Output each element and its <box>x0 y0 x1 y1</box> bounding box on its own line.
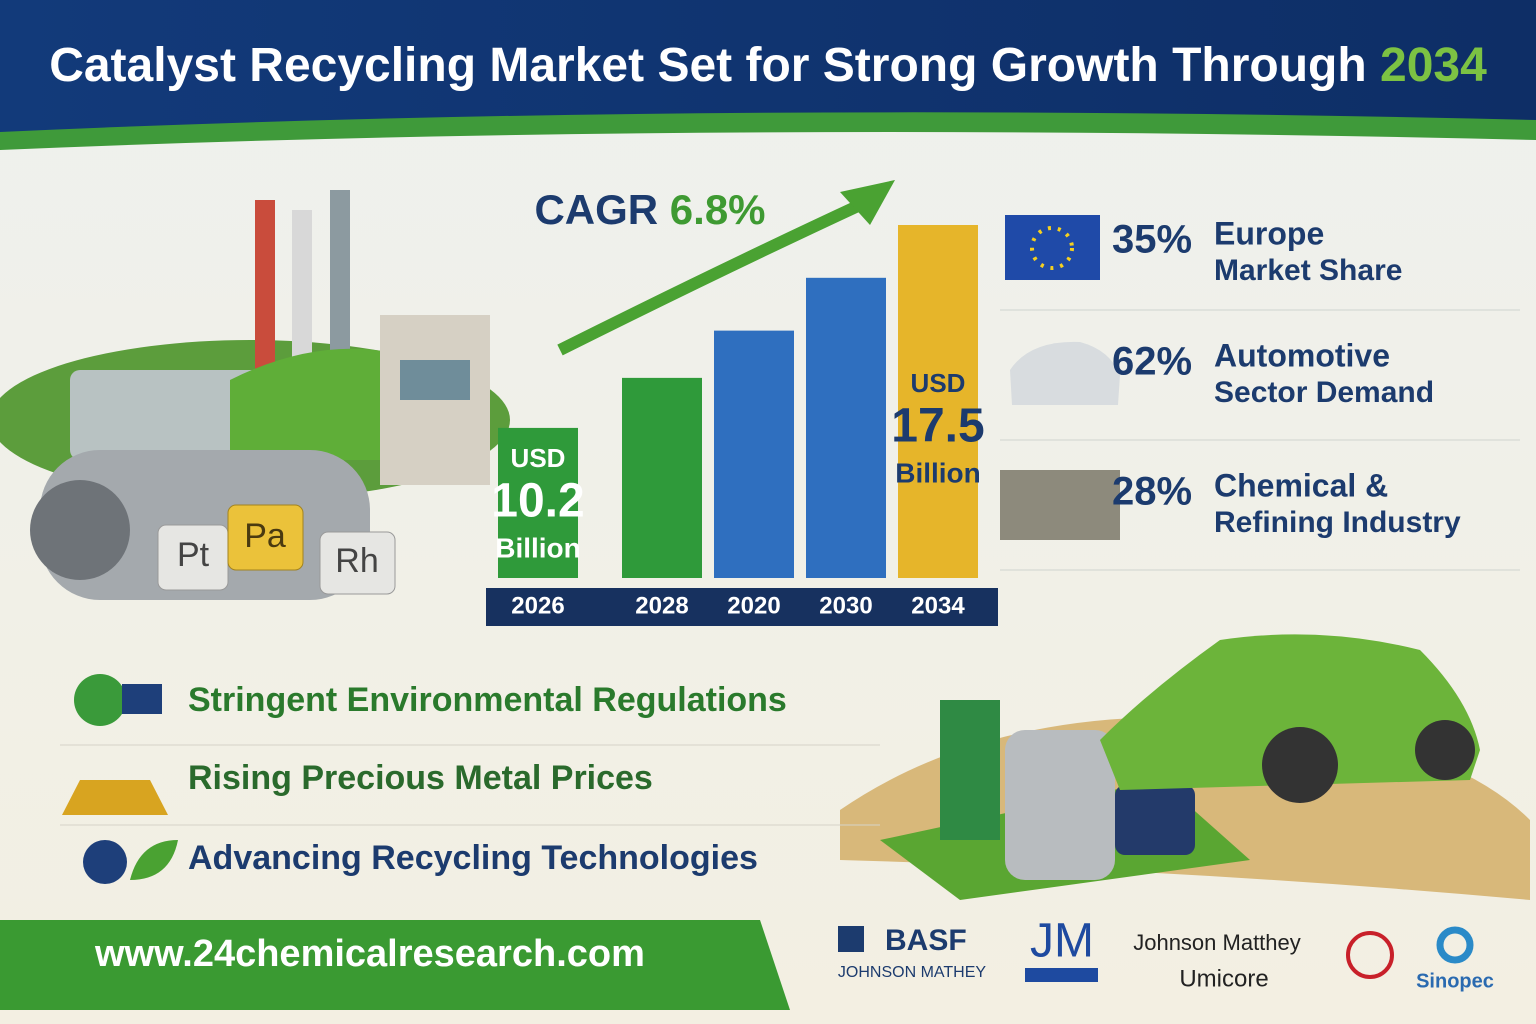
driver-text: Advancing Recycling Technologies <box>188 839 758 877</box>
cagr-label: CAGR <box>534 186 658 233</box>
cagr-value: 6.8% <box>670 186 766 233</box>
growth-arrow <box>557 199 863 356</box>
basf-mark <box>838 926 864 952</box>
year-strip <box>486 588 998 626</box>
value-label: 17.5 <box>891 400 984 453</box>
value-label: 10.2 <box>491 475 584 528</box>
bar <box>806 277 886 578</box>
header-band <box>0 0 1536 132</box>
title: Catalyst Recycling Market Set for Strong… <box>49 39 1487 92</box>
stat-label: Automotive <box>1214 337 1390 373</box>
stat-sub: Sector Demand <box>1214 376 1434 409</box>
logo-text: JOHNSON MATHEY <box>838 964 986 981</box>
header-stripe <box>0 112 1536 150</box>
globe-icon <box>74 674 126 726</box>
footer-band <box>0 920 790 1010</box>
value-prefix: USD <box>511 443 566 473</box>
gold-icon <box>62 780 168 815</box>
car-icon <box>1010 341 1120 405</box>
stat-label: Chemical & <box>1214 467 1388 503</box>
bar <box>498 427 578 578</box>
x-tick-label: 2020 <box>727 592 780 619</box>
title-year: 2034 <box>1380 39 1487 92</box>
stat-percent: 35% <box>1112 218 1192 262</box>
bar <box>898 225 978 578</box>
sinopec-red-mark <box>1346 931 1394 979</box>
leaf-icon <box>130 840 178 880</box>
metal-tiles: Pt Pa Rh <box>157 504 396 595</box>
gear-icon <box>83 840 127 884</box>
value-suffix: Billion <box>495 532 581 563</box>
eu-stars <box>1030 226 1074 270</box>
car-illustration <box>840 634 1530 900</box>
driver-text: Rising Precious Metal Prices <box>188 759 653 797</box>
footer-url: www.24chemicalresearch.com <box>94 933 645 975</box>
stat-percent: 28% <box>1112 470 1192 514</box>
cagr: CAGR 6.8% <box>534 186 765 233</box>
bar <box>622 377 702 578</box>
logo-text: Umicore <box>1179 965 1268 992</box>
stat-percent: 62% <box>1112 340 1192 384</box>
refinery-icon <box>1000 470 1120 540</box>
growth-arrow-head <box>840 180 895 225</box>
logos: BASF JOHNSON MATHEY JM Johnson Matthey U… <box>838 915 1494 993</box>
stat-sub: Refining Industry <box>1214 506 1461 539</box>
stat-sub: Market Share <box>1214 254 1402 287</box>
logo-text: JM <box>1030 915 1094 968</box>
x-tick-label: 2030 <box>819 592 872 619</box>
logo-text: Sinopec <box>1416 970 1494 992</box>
value-prefix: USD <box>911 368 966 398</box>
title-main: Catalyst Recycling Market Set for Strong… <box>49 39 1367 92</box>
value-suffix: Billion <box>895 457 981 488</box>
logo-text: BASF <box>885 924 967 957</box>
metal-label: Rh <box>335 542 378 580</box>
bar <box>714 330 794 578</box>
metal-label: Pt <box>177 536 210 574</box>
logo-text: Johnson Matthey <box>1133 930 1301 955</box>
gavel-icon <box>122 684 162 714</box>
x-tick-label: 2034 <box>911 592 965 619</box>
sinopec-mark <box>1436 926 1474 964</box>
eu-flag <box>1005 215 1100 280</box>
drivers: Stringent Environmental Regulations Risi… <box>60 674 880 884</box>
driver-text: Stringent Environmental Regulations <box>188 681 787 719</box>
x-tick-label: 2026 <box>511 592 564 619</box>
metal-label: Pa <box>244 517 286 555</box>
jm-bar <box>1025 968 1098 982</box>
x-tick-label: 2028 <box>635 592 688 619</box>
stat-label: Europe <box>1214 215 1324 251</box>
